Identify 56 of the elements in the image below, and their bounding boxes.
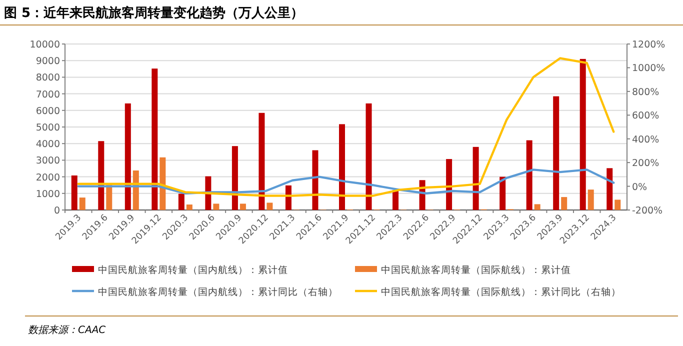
bar: [79, 198, 86, 210]
bar: [472, 146, 479, 210]
bar: [588, 190, 594, 210]
line-series: [77, 168, 615, 194]
y-tick-label: 2000: [36, 172, 60, 184]
bar: [213, 204, 220, 210]
legend-label: 中国民航旅客周转量（国内航线）：累计值: [98, 264, 288, 276]
y-tick-label: 3000: [36, 156, 60, 167]
source-note: 数据来源：CAAC: [28, 324, 106, 336]
bar: [500, 176, 506, 210]
bar: [553, 96, 560, 210]
y2-tick-label: 800%: [632, 86, 660, 98]
bar: [392, 190, 399, 210]
bar: [606, 168, 613, 210]
bar: [526, 140, 532, 210]
y2-tick-label: 0%: [632, 182, 648, 193]
legend-label: 中国民航旅客周转量（国际航线）：累计同比（右轴）: [381, 286, 621, 298]
bar: [366, 103, 372, 210]
legend-label: 中国民航旅客周转量（国际航线）：累计值: [381, 264, 571, 276]
bar: [258, 112, 265, 210]
bar: [614, 200, 621, 210]
bar: [124, 103, 131, 210]
bar: [152, 68, 158, 210]
bar: [106, 185, 112, 210]
y-tick-label: 6000: [36, 106, 60, 117]
y-tick-label: 9000: [36, 56, 60, 68]
bar: [339, 124, 345, 210]
y-tick-label: 10000: [30, 40, 60, 50]
bar: [580, 58, 586, 210]
bar: [561, 197, 568, 210]
bar: [446, 159, 452, 210]
bar: [266, 202, 273, 210]
bar: [98, 141, 104, 210]
y2-tick-label: 1200%: [632, 40, 666, 50]
y-tick-label: 5000: [36, 122, 60, 134]
y2-tick-label: 1000%: [632, 63, 666, 74]
y-tick-label: 4000: [36, 139, 60, 150]
y-tick-label: 8000: [36, 72, 60, 84]
bar: [71, 175, 78, 210]
y-tick-label: 7000: [36, 89, 60, 100]
y-tick-label: 1000: [36, 188, 60, 200]
bar: [232, 146, 238, 210]
line-series: [77, 57, 615, 197]
chart-title: 图 5：近年来民航旅客周转量变化趋势（万人公里）: [4, 5, 304, 21]
y2-tick-label: 400%: [632, 134, 660, 146]
y-tick-label: 0: [54, 206, 60, 216]
y2-tick-label: -200%: [632, 206, 663, 216]
legend-label: 中国民航旅客周转量（国内航线）：累计同比（右轴）: [98, 286, 338, 298]
bar: [160, 157, 166, 210]
bar: [534, 204, 540, 210]
bar: [240, 204, 246, 210]
bar: [178, 194, 184, 210]
y2-tick-label: 600%: [632, 110, 660, 122]
bar: [312, 150, 318, 210]
bar: [186, 204, 192, 210]
y2-tick-label: 200%: [632, 158, 660, 170]
